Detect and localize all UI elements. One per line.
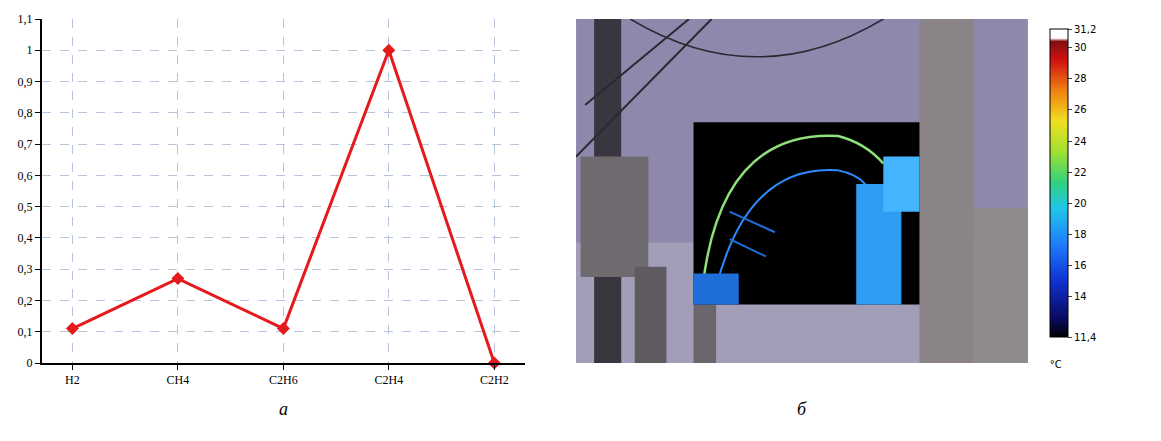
svg-text:°C: °C	[1050, 359, 1062, 370]
svg-text:20: 20	[1074, 198, 1087, 209]
svg-text:б: б	[797, 399, 807, 419]
svg-text:16: 16	[1074, 260, 1087, 271]
svg-text:а: а	[279, 399, 288, 419]
svg-text:0,8: 0,8	[18, 106, 33, 120]
svg-text:0,2: 0,2	[18, 294, 33, 308]
svg-text:28: 28	[1074, 73, 1087, 84]
svg-text:0,3: 0,3	[18, 262, 33, 276]
svg-text:30: 30	[1074, 42, 1087, 53]
svg-text:H2: H2	[65, 373, 80, 387]
svg-text:CH4: CH4	[167, 373, 190, 387]
svg-text:22: 22	[1074, 167, 1087, 178]
svg-text:0,9: 0,9	[18, 75, 33, 89]
svg-text:1: 1	[27, 43, 33, 57]
svg-text:14: 14	[1074, 291, 1087, 302]
svg-text:31,2: 31,2	[1074, 24, 1096, 35]
svg-text:11,4: 11,4	[1074, 332, 1096, 343]
svg-text:0,7: 0,7	[18, 137, 33, 151]
svg-text:C2H6: C2H6	[269, 373, 298, 387]
svg-text:0,6: 0,6	[18, 169, 33, 183]
svg-text:1,1: 1,1	[18, 12, 33, 26]
svg-text:0,4: 0,4	[18, 231, 33, 245]
svg-text:18: 18	[1074, 229, 1087, 240]
svg-text:26: 26	[1074, 104, 1087, 115]
svg-text:24: 24	[1074, 136, 1087, 147]
svg-text:C2H4: C2H4	[374, 373, 403, 387]
svg-text:0,5: 0,5	[18, 200, 33, 214]
svg-text:C2H2: C2H2	[480, 373, 509, 387]
svg-text:0: 0	[27, 356, 33, 370]
svg-text:0,1: 0,1	[18, 325, 33, 339]
